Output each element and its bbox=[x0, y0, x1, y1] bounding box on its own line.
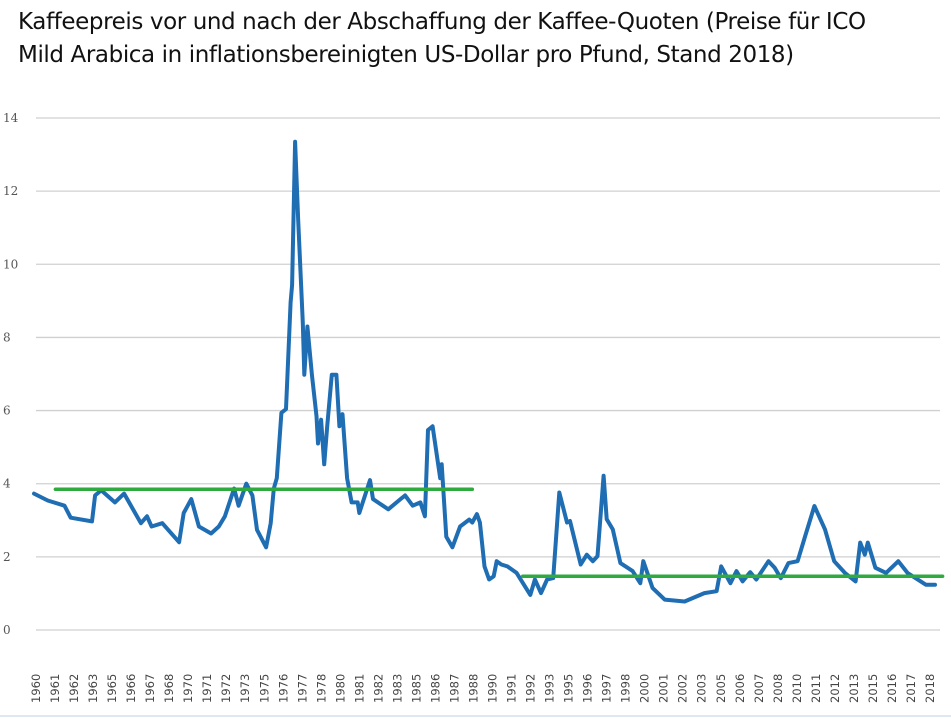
x-tick-label: 1980 bbox=[333, 674, 347, 703]
x-tick-label: 1992 bbox=[524, 674, 538, 703]
y-axis-ticks: 0 2 4 6 8 10 12 14 bbox=[3, 111, 19, 637]
x-tick-label: 2015 bbox=[866, 674, 880, 703]
x-tick-label: 1976 bbox=[276, 674, 290, 703]
y-tick-label: 12 bbox=[3, 184, 18, 198]
x-tick-label: 1970 bbox=[181, 674, 195, 703]
x-tick-label: 1988 bbox=[466, 674, 480, 703]
gridlines bbox=[36, 117, 940, 631]
x-tick-label: 1973 bbox=[238, 674, 252, 703]
x-tick-label: 1963 bbox=[86, 674, 100, 703]
x-tick-label: 1968 bbox=[162, 674, 176, 703]
x-tick-label: 1982 bbox=[371, 674, 385, 703]
x-tick-label: 1960 bbox=[29, 674, 43, 703]
x-tick-label: 1966 bbox=[124, 674, 138, 703]
x-tick-label: 1987 bbox=[447, 674, 461, 703]
x-tick-label: 2011 bbox=[809, 674, 823, 703]
x-tick-label: 1993 bbox=[543, 674, 557, 703]
x-tick-label: 2012 bbox=[828, 674, 842, 703]
x-tick-label: 2002 bbox=[676, 674, 690, 703]
x-tick-label: 1997 bbox=[600, 674, 614, 703]
x-tick-label: 1983 bbox=[390, 674, 404, 703]
y-tick-label: 14 bbox=[3, 111, 19, 125]
x-tick-label: 2006 bbox=[733, 674, 747, 703]
x-axis-ticks: 1960 1961 1962 1963 1965 1966 1967 1968 1970 1971… bbox=[29, 674, 937, 703]
y-tick-label: 4 bbox=[3, 477, 11, 491]
x-tick-label: 1985 bbox=[409, 674, 423, 703]
x-tick-label: 2003 bbox=[695, 674, 709, 703]
x-tick-label: 2007 bbox=[752, 674, 766, 703]
y-tick-label: 6 bbox=[3, 404, 11, 418]
x-tick-label: 2000 bbox=[638, 674, 652, 703]
x-tick-label: 2018 bbox=[923, 674, 937, 703]
x-tick-label: 1975 bbox=[257, 674, 271, 703]
x-tick-label: 1977 bbox=[295, 674, 309, 703]
x-tick-label: 1981 bbox=[352, 674, 366, 703]
x-tick-label: 1991 bbox=[505, 674, 519, 703]
x-tick-label: 1998 bbox=[619, 674, 633, 703]
x-tick-label: 1972 bbox=[219, 674, 233, 703]
x-tick-label: 1996 bbox=[581, 674, 595, 703]
x-tick-label: 2008 bbox=[771, 674, 785, 703]
x-tick-label: 2001 bbox=[657, 674, 671, 703]
y-tick-label: 2 bbox=[3, 550, 11, 564]
x-tick-label: 1978 bbox=[314, 674, 328, 703]
x-tick-label: 2013 bbox=[847, 674, 861, 703]
y-tick-label: 0 bbox=[3, 623, 11, 637]
x-tick-label: 1995 bbox=[562, 674, 576, 703]
x-tick-label: 1965 bbox=[105, 674, 119, 703]
price-line bbox=[32, 139, 937, 604]
x-tick-label: 2005 bbox=[714, 674, 728, 703]
x-tick-label: 1990 bbox=[486, 674, 500, 703]
x-tick-label: 2016 bbox=[885, 674, 899, 703]
y-tick-label: 10 bbox=[3, 257, 18, 271]
series-lines bbox=[32, 139, 945, 604]
x-tick-label: 1986 bbox=[428, 674, 442, 703]
x-tick-label: 2010 bbox=[790, 674, 804, 703]
y-tick-label: 8 bbox=[3, 330, 11, 344]
x-tick-label: 1961 bbox=[48, 674, 62, 703]
chart-title-line-2: Mild Arabica in inflationsbereinigten US… bbox=[18, 42, 794, 68]
chart-title-line-1: Kaffeepreis vor und nach der Abschaffung… bbox=[18, 9, 866, 35]
chart-title: Kaffeepreis vor und nach der Abschaffung… bbox=[18, 6, 948, 72]
x-tick-label: 2017 bbox=[904, 674, 918, 703]
x-tick-label: 1971 bbox=[200, 674, 214, 703]
x-tick-label: 1967 bbox=[143, 674, 157, 703]
x-tick-label: 1962 bbox=[67, 674, 81, 703]
